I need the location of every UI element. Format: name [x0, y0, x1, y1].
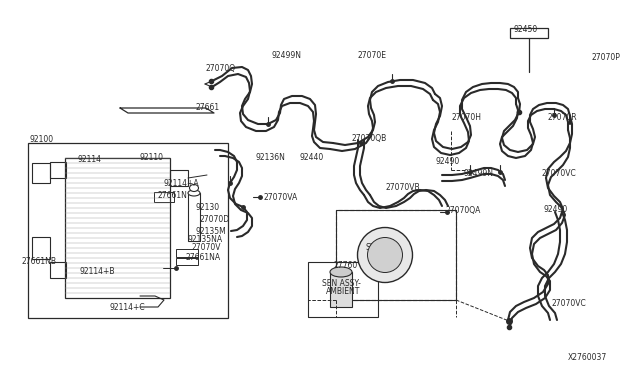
Text: 92440: 92440: [299, 154, 323, 163]
Text: SEN ASSY-: SEN ASSY-: [322, 279, 361, 288]
Bar: [188, 193, 200, 241]
Text: 92499N: 92499N: [272, 51, 302, 60]
Text: 27070QA: 27070QA: [446, 205, 481, 215]
Text: 92135NA: 92135NA: [188, 234, 223, 244]
Text: 27760: 27760: [333, 260, 357, 269]
Bar: [176, 249, 198, 257]
Text: 27661: 27661: [196, 103, 220, 112]
Text: 92114+B: 92114+B: [80, 266, 115, 276]
Bar: [510, 28, 548, 38]
Text: 27070R: 27070R: [548, 113, 578, 122]
Text: 27070VC: 27070VC: [541, 169, 576, 177]
Text: 27070VA: 27070VA: [264, 193, 298, 202]
Text: 27070E: 27070E: [358, 51, 387, 60]
Bar: [65, 158, 170, 298]
Bar: [28, 143, 228, 318]
Text: 92110: 92110: [140, 154, 164, 163]
Text: 92114+A: 92114+A: [163, 179, 198, 187]
Text: 92100: 92100: [30, 135, 54, 144]
Text: 92135M: 92135M: [195, 227, 226, 235]
Bar: [330, 272, 352, 307]
Text: 92114+C: 92114+C: [110, 304, 146, 312]
Bar: [176, 258, 198, 265]
Text: 27661NB: 27661NB: [22, 257, 57, 266]
Text: 92130: 92130: [195, 202, 219, 212]
Text: 27070D: 27070D: [199, 215, 229, 224]
Text: 27070V: 27070V: [192, 243, 221, 251]
Ellipse shape: [358, 228, 413, 282]
Text: 27070Q: 27070Q: [205, 64, 235, 73]
Ellipse shape: [188, 190, 200, 196]
Text: 92450: 92450: [513, 26, 537, 35]
Text: 92490: 92490: [544, 205, 568, 215]
Text: 92114: 92114: [78, 155, 102, 164]
Bar: [308, 262, 378, 317]
Text: 92136N: 92136N: [255, 154, 285, 163]
Text: AMBIENT: AMBIENT: [326, 286, 360, 295]
Bar: [32, 237, 50, 259]
Text: 27070P: 27070P: [591, 52, 620, 61]
Bar: [336, 210, 456, 300]
Text: SEC.274: SEC.274: [366, 244, 397, 253]
Bar: [336, 210, 456, 300]
Text: 27661NA: 27661NA: [185, 253, 220, 262]
Text: 92490: 92490: [435, 157, 460, 167]
Text: 27070H: 27070H: [452, 113, 482, 122]
Text: 92499N: 92499N: [463, 169, 493, 177]
Text: 27070QB: 27070QB: [352, 134, 387, 142]
Bar: [50, 262, 66, 278]
Bar: [32, 163, 50, 183]
Ellipse shape: [330, 267, 352, 277]
Ellipse shape: [367, 237, 403, 273]
Text: 27070VC: 27070VC: [551, 298, 586, 308]
Bar: [50, 162, 66, 178]
Text: 27070VB: 27070VB: [385, 183, 420, 192]
Bar: [170, 170, 188, 186]
Text: X2760037: X2760037: [568, 353, 607, 362]
Ellipse shape: [189, 185, 198, 192]
Bar: [154, 192, 174, 202]
Text: 27661N: 27661N: [157, 192, 187, 201]
